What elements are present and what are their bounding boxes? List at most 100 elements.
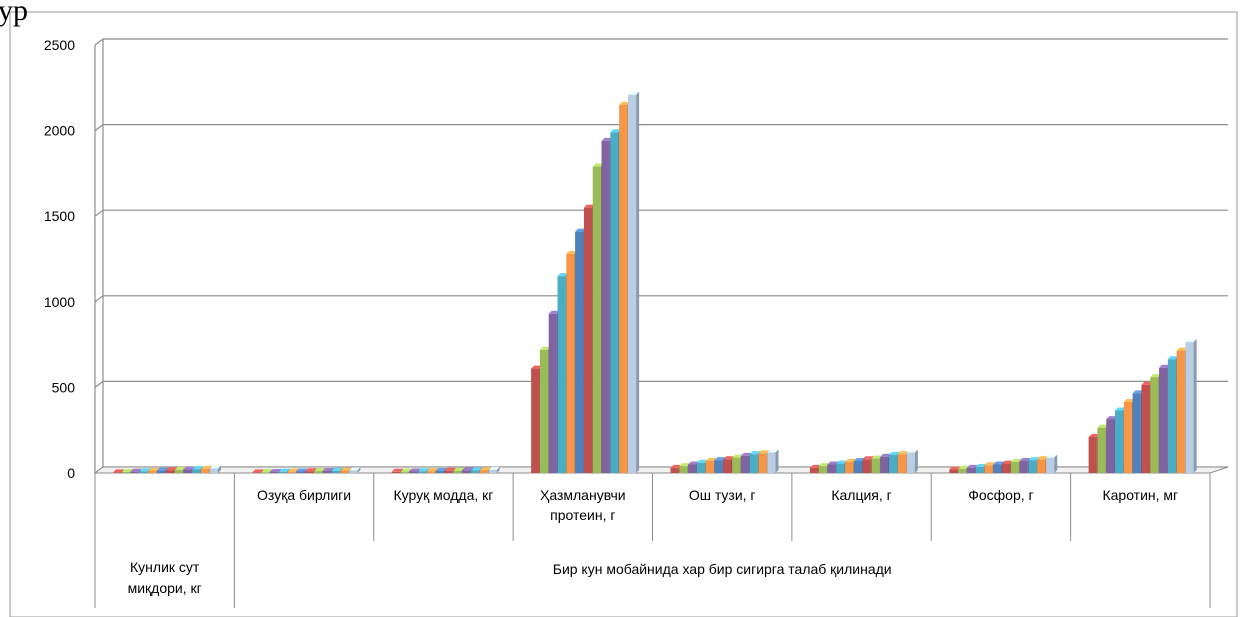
- bar-top: [1176, 347, 1188, 351]
- bar-front: [331, 470, 340, 473]
- bar-front: [1106, 419, 1115, 473]
- gridline-side-500: [94, 380, 104, 388]
- bar-front: [1150, 377, 1159, 473]
- bar-top: [1167, 356, 1180, 360]
- bar-top: [1046, 454, 1058, 458]
- bar-front: [1167, 359, 1177, 473]
- bar-top: [313, 468, 326, 472]
- bar-top: [444, 467, 456, 471]
- bars: [113, 91, 1197, 474]
- gridline-side-1500: [94, 209, 104, 217]
- bar-front: [121, 471, 130, 473]
- bar-front: [278, 471, 287, 473]
- bar-front: [601, 140, 610, 473]
- bar-front: [949, 469, 958, 473]
- bar-front: [827, 464, 836, 473]
- bar-top: [174, 466, 186, 470]
- bar-front: [984, 465, 993, 473]
- bar-front: [1123, 401, 1133, 473]
- bar-top: [1088, 434, 1100, 438]
- bar-front: [1019, 461, 1028, 473]
- bar-front: [1141, 384, 1150, 473]
- bar-front: [619, 104, 628, 474]
- bar-front: [732, 457, 741, 473]
- bar-front: [1159, 367, 1168, 473]
- bar-front: [139, 471, 148, 473]
- bar-top: [121, 468, 133, 472]
- bar-front: [1097, 427, 1106, 473]
- bar-top: [758, 450, 770, 454]
- bar-top: [845, 458, 857, 462]
- bar-front: [470, 470, 480, 473]
- category-group-label: Бир кун мобайнида хар бир сигирга талаб …: [553, 561, 892, 577]
- bar-top: [557, 273, 569, 277]
- bar-front: [1046, 457, 1055, 473]
- bar-top: [601, 137, 613, 141]
- bar-front: [688, 464, 697, 473]
- bar-front: [157, 470, 166, 473]
- bar-front: [296, 471, 305, 473]
- axes: [93, 39, 1229, 608]
- bar-top: [1037, 456, 1049, 460]
- bar-top: [462, 467, 474, 471]
- bar-top: [252, 469, 264, 473]
- bar-top: [1159, 364, 1171, 368]
- bar-front: [958, 468, 967, 473]
- bar-top: [853, 458, 866, 462]
- bar-top: [1123, 398, 1136, 402]
- category-label: Озуқа бирлиги: [257, 487, 351, 503]
- bar-front: [723, 459, 732, 473]
- category-label: Куруқ модда, кг: [393, 487, 493, 503]
- bar-top: [705, 458, 717, 462]
- bar-side: [914, 449, 918, 473]
- bar-top: [871, 455, 883, 459]
- bar-top: [400, 468, 412, 472]
- bar-top: [453, 467, 465, 471]
- bar-top: [575, 228, 587, 232]
- bar-top: [488, 466, 500, 470]
- bar-front: [349, 470, 358, 473]
- category-label: Калция, г: [831, 487, 891, 503]
- bar-side: [357, 467, 361, 473]
- gridline-side-2000: [94, 124, 104, 132]
- bar-front: [1088, 437, 1097, 473]
- bar-top: [409, 468, 421, 472]
- bar-front: [531, 368, 540, 473]
- bar-front: [758, 453, 767, 473]
- bar-front: [400, 471, 409, 473]
- bar-top: [862, 456, 874, 460]
- bar-side: [775, 449, 779, 473]
- bar-front: [201, 468, 210, 473]
- bar-top: [296, 468, 308, 472]
- bar-top: [889, 452, 901, 456]
- bar-top: [1150, 374, 1162, 378]
- bar-front: [627, 94, 637, 473]
- bar-front: [435, 470, 444, 473]
- bar-front: [871, 458, 880, 473]
- bar-front: [679, 466, 688, 473]
- bar: [1046, 454, 1058, 473]
- category-label: Ош тузи, г: [689, 487, 756, 503]
- bar-side: [1054, 454, 1058, 473]
- bar-front: [453, 470, 462, 473]
- bar-front: [444, 470, 453, 473]
- bar-top: [426, 468, 439, 472]
- y-tick-label: 2000: [44, 123, 75, 139]
- bar-front: [1176, 350, 1185, 473]
- bar-front: [192, 469, 201, 473]
- bar-front: [165, 470, 174, 473]
- bar-top: [827, 461, 839, 465]
- bar-front: [418, 471, 427, 473]
- bar-top: [906, 449, 918, 453]
- bar-top: [269, 468, 282, 472]
- bar-front: [1028, 460, 1037, 473]
- bar-top: [723, 456, 735, 460]
- bar-top: [539, 346, 552, 350]
- bar-front: [269, 471, 279, 473]
- bar-front: [261, 472, 270, 473]
- bar-front: [566, 253, 575, 473]
- bar-side: [218, 465, 221, 473]
- bar-side: [636, 91, 640, 473]
- bar-front: [975, 467, 984, 473]
- bar-top: [670, 464, 682, 468]
